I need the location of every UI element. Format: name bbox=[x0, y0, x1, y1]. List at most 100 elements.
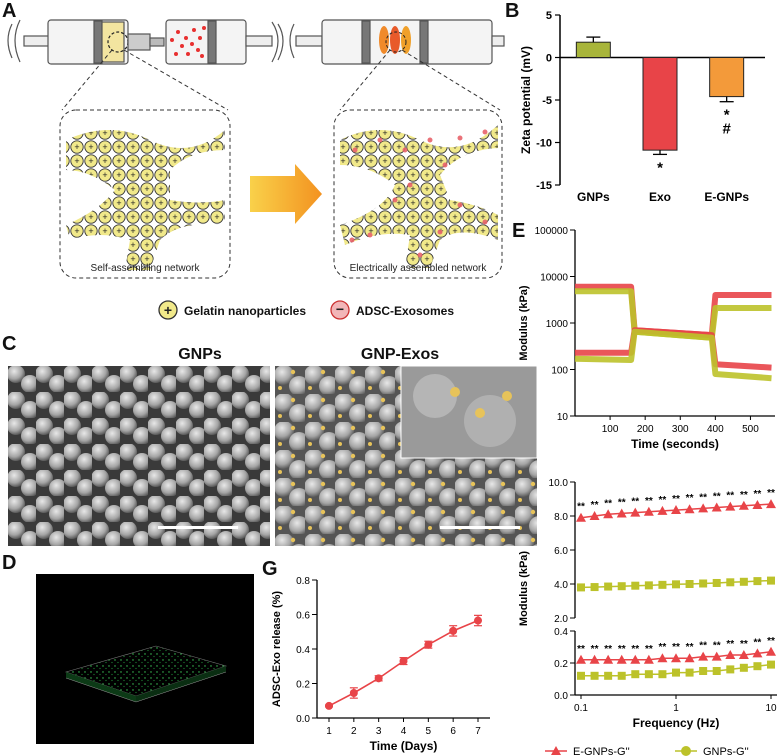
panel-label-d: D bbox=[2, 552, 17, 574]
legend-marker bbox=[551, 746, 561, 755]
data-marker bbox=[766, 499, 776, 509]
y-axis-label: ADSC-Exo release (%) bbox=[271, 591, 283, 707]
data-marker bbox=[590, 583, 599, 592]
data-marker bbox=[767, 576, 775, 585]
significance-mark: # bbox=[722, 121, 731, 138]
data-marker bbox=[726, 578, 735, 587]
data-marker bbox=[725, 650, 736, 659]
transition-arrow bbox=[250, 164, 322, 224]
significance-mark: ** bbox=[740, 639, 748, 650]
x-tick-label: E-GNPs bbox=[704, 190, 749, 204]
data-marker bbox=[658, 670, 667, 679]
x-tick-label: 3 bbox=[376, 726, 382, 737]
data-marker bbox=[603, 509, 614, 519]
significance-mark: ** bbox=[726, 491, 734, 502]
y-tick-label: 100000 bbox=[535, 226, 569, 237]
y-tick-label: 4.0 bbox=[554, 580, 568, 591]
y-tick-label: 0.6 bbox=[296, 611, 310, 622]
x-tick-label: Exo bbox=[649, 190, 671, 204]
x-tick-label: 100 bbox=[602, 424, 619, 435]
significance-mark: ** bbox=[754, 637, 762, 648]
gelatin-legend-label: Gelatin nanoparticles bbox=[184, 304, 306, 318]
significance-mark: ** bbox=[672, 642, 680, 653]
modulus-frequency-chart: 2.0 4.0 6.0 8.0 10.0 0.0 0.2 0.4 0.1 1 10 Frequency… bbox=[518, 478, 777, 756]
sem-title-gnps: GNPs bbox=[178, 346, 222, 363]
y-axis-label: Modulus (kPa) bbox=[518, 285, 530, 361]
x-tick-label: 4 bbox=[401, 726, 407, 737]
significance-mark: ** bbox=[591, 644, 599, 655]
y-tick-label: 8.0 bbox=[554, 512, 568, 523]
significance-mark: ** bbox=[686, 642, 694, 653]
significance-mark: ** bbox=[767, 636, 775, 647]
y-tick-label: -5 bbox=[542, 95, 552, 107]
data-point bbox=[474, 616, 482, 625]
y-tick-label: 5 bbox=[546, 10, 552, 22]
data-marker bbox=[616, 654, 627, 664]
data-marker bbox=[589, 511, 600, 520]
data-marker bbox=[577, 671, 585, 680]
data-point bbox=[374, 674, 383, 683]
panel-label-a: A bbox=[2, 0, 17, 22]
data-marker bbox=[684, 504, 695, 514]
legend-label: E-GNPs-G'' bbox=[573, 746, 630, 756]
x-tick-label: 400 bbox=[707, 424, 724, 435]
significance-mark: ** bbox=[604, 498, 612, 509]
data-marker bbox=[712, 578, 721, 587]
significance-mark: ** bbox=[672, 494, 680, 505]
data-marker bbox=[630, 654, 641, 664]
y-tick-label: 6.0 bbox=[554, 546, 568, 557]
sem-image-gnp-exos bbox=[275, 366, 537, 546]
y-tick-label: 10 bbox=[557, 412, 569, 423]
series-line bbox=[574, 328, 772, 382]
x-tick-label: 2 bbox=[351, 726, 357, 737]
x-tick-label: 1 bbox=[673, 703, 679, 714]
exosome-legend-icon bbox=[330, 300, 350, 320]
significance-mark: ** bbox=[591, 500, 599, 511]
significance-mark: ** bbox=[645, 496, 653, 507]
data-marker bbox=[616, 508, 627, 518]
y-axis-label: Zeta potential (mV) bbox=[519, 46, 533, 154]
data-marker bbox=[590, 671, 599, 680]
data-marker bbox=[576, 654, 586, 664]
data-marker bbox=[657, 505, 668, 515]
bar bbox=[575, 41, 611, 59]
data-marker bbox=[643, 506, 654, 516]
sem-title-gnp-exos: GNP-Exos bbox=[360, 346, 440, 363]
significance-mark: ** bbox=[631, 497, 639, 508]
data-point bbox=[449, 626, 458, 635]
data-point bbox=[399, 657, 408, 666]
y-tick-label: 0.0 bbox=[296, 714, 310, 725]
sem-image-gnps bbox=[8, 366, 270, 546]
y-tick-label: 0.2 bbox=[296, 680, 310, 691]
data-point bbox=[349, 688, 358, 697]
data-marker bbox=[630, 507, 641, 517]
x-tick-label: 7 bbox=[475, 726, 481, 737]
y-tick-label: 10000 bbox=[540, 273, 568, 284]
x-tick-label: 6 bbox=[450, 726, 456, 737]
y-tick-label: 0.8 bbox=[296, 576, 310, 587]
data-marker bbox=[617, 671, 626, 680]
confocal-3d-image bbox=[36, 574, 254, 744]
confocal-3d-render bbox=[65, 645, 228, 703]
legend-label: GNPs-G'' bbox=[703, 746, 749, 756]
electrically-assembled-network bbox=[340, 125, 498, 268]
y-tick-label: 10.0 bbox=[549, 478, 569, 489]
y-tick-label: 2.0 bbox=[554, 614, 568, 625]
data-marker bbox=[699, 667, 708, 675]
data-marker bbox=[738, 500, 749, 510]
data-marker bbox=[766, 646, 776, 656]
data-marker bbox=[753, 577, 762, 586]
data-marker bbox=[685, 580, 694, 588]
data-marker bbox=[698, 503, 709, 513]
panel-label-b: B bbox=[505, 0, 520, 22]
x-tick-label: 200 bbox=[637, 424, 654, 435]
x-tick-label: 5 bbox=[426, 726, 432, 737]
y-tick-label: -15 bbox=[536, 180, 552, 192]
data-point bbox=[325, 701, 333, 710]
data-marker bbox=[577, 583, 585, 592]
data-marker bbox=[644, 670, 653, 679]
significance-mark: ** bbox=[767, 488, 775, 499]
data-marker bbox=[739, 577, 748, 586]
data-marker bbox=[589, 654, 600, 664]
x-axis-label: Time (seconds) bbox=[631, 437, 719, 451]
